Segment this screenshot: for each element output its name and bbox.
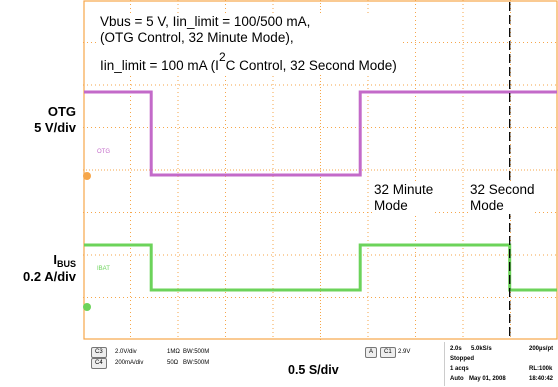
trigger-channel: C1 [380, 347, 396, 358]
mode-right-line-1: 32 Second [470, 182, 535, 197]
otg-trace [84, 90, 557, 177]
ch4-bandwidth: BW:500M [183, 360, 210, 366]
ch4-scale: 200mA/div [115, 360, 144, 366]
status-bar: C3 2.0V/div 1MΩ BW:500M C4 200mA/div 50Ω… [83, 342, 558, 387]
ch3-scale: 2.0V/div [115, 349, 137, 355]
resolution-per-point: 200µs/pt [529, 346, 554, 352]
conditions-line-3-sup: 2 [218, 50, 226, 64]
conditions-line-3-post: C Control, 32 Second Mode) [225, 58, 397, 73]
acq-time: 18:40:42 [529, 376, 554, 382]
trigger-level: 2.9V [398, 349, 411, 355]
ch3-box: C3 [91, 347, 107, 358]
ibus-label-main: I [53, 252, 57, 267]
sample-rate: 5.0kS/s [471, 346, 492, 352]
mode-right-label: 32 Second Mode [470, 182, 535, 214]
ch4-box: C4 [91, 358, 107, 369]
ibus-axis-label: IBUS 0.2 A/div [4, 252, 76, 285]
ch3-impedance: 1MΩ [167, 349, 180, 355]
mode-left-line-2: Mode [374, 198, 408, 213]
plot-border [83, 0, 558, 340]
mode-left-line-1: 32 Minute [374, 182, 434, 197]
otg-label-scale: 5 V/div [34, 120, 76, 135]
record-length: RL:100k [529, 366, 553, 372]
acq-date: May 01, 2008 [469, 376, 506, 382]
ch4-impedance: 50Ω [167, 360, 179, 366]
trigger-box: A [365, 347, 378, 358]
conditions-line-2: (OTG Control, 32 Minute Mode), [100, 30, 294, 45]
x-axis-label: 0.5 S/div [288, 363, 339, 377]
otg-channel-tag: OTG [97, 149, 110, 155]
acq-state: Stopped [450, 356, 474, 362]
mode-left-label: 32 Minute Mode [374, 182, 434, 214]
conditions-line-3-pre: Iin_limit = 100 mA (I [100, 58, 219, 73]
mode-right-line-2: Mode [470, 198, 504, 213]
conditions-annotation: Vbus = 5 V, Iin_limit = 100/500 mA, (OTG… [98, 13, 400, 75]
acq-count: 1 acqs [450, 366, 469, 372]
otg-ground-marker [83, 172, 91, 180]
otg-axis-label: OTG 5 V/div [10, 104, 76, 136]
acquisition-panel: 2.0s 5.0kS/s 200µs/pt Stopped 1 acqs RL:… [444, 342, 558, 386]
ibus-channel-tag: IBAT [97, 266, 110, 272]
otg-label-main: OTG [47, 104, 76, 119]
trigger-mode: Auto [450, 376, 464, 382]
conditions-line-1: Vbus = 5 V, Iin_limit = 100/500 mA, [100, 14, 311, 29]
timebase: 2.0s [450, 346, 462, 352]
ibus-label-scale: 0.2 A/div [23, 269, 76, 284]
ibus-label-sub: BUS [56, 259, 76, 269]
ibus-ground-marker [83, 303, 91, 311]
conditions-line-3: Iin_limit = 100 mA (I2C Control, 32 Seco… [100, 50, 397, 74]
ch3-bandwidth: BW:500M [183, 349, 210, 355]
